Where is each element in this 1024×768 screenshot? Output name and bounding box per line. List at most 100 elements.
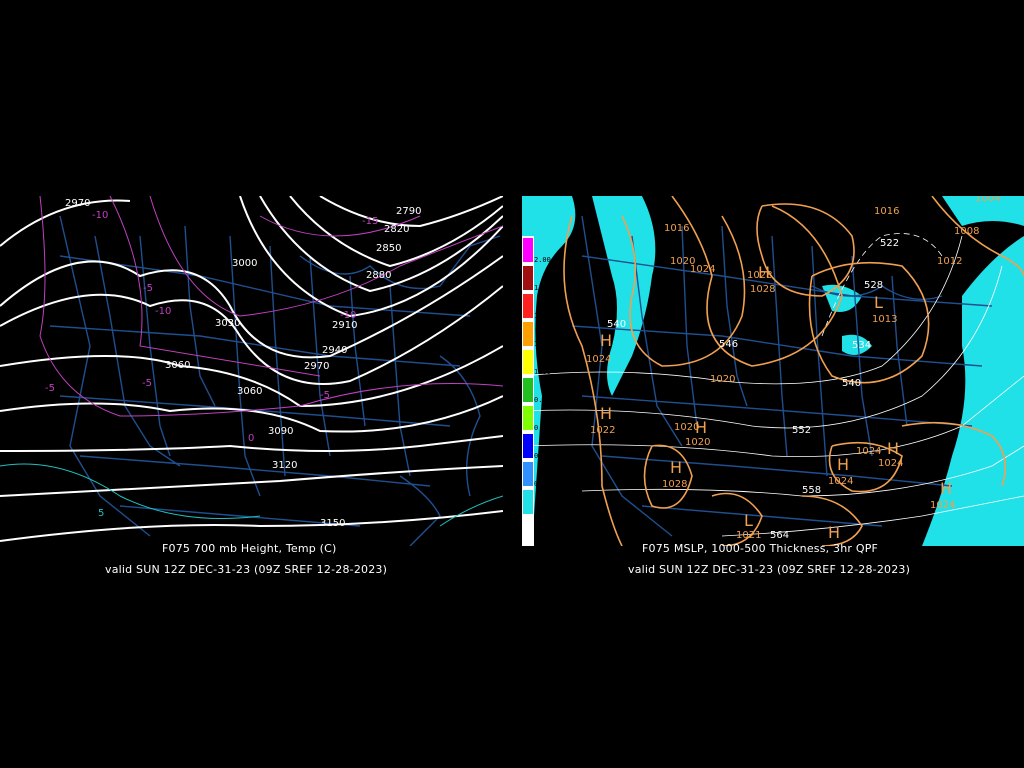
pressure-center-letter: H bbox=[670, 458, 682, 477]
isobar-label: 1012 bbox=[937, 256, 962, 267]
pressure-center-letter: H bbox=[828, 523, 840, 542]
temp-label: -10 bbox=[92, 210, 108, 221]
isobar-label: 1024 bbox=[690, 264, 715, 275]
pressure-center-value: 1020 bbox=[710, 374, 735, 385]
isobar-label: 1016 bbox=[664, 223, 689, 234]
mslp-svg: 1016 1020 1024 1028 1004 1008 1012 1016 … bbox=[522, 196, 1024, 546]
height-label: 2850 bbox=[376, 243, 401, 254]
qpf-legend-swatch bbox=[523, 406, 533, 430]
left-caption-valid: valid SUN 12Z DEC-31-23 (09Z SREF 12-28-… bbox=[105, 563, 388, 576]
qpf-legend-swatch bbox=[523, 266, 533, 290]
isobar-label-group: 1016 1020 1024 1028 1004 1008 1012 1016 … bbox=[664, 196, 1000, 457]
temp-label: -10 bbox=[340, 310, 356, 321]
pressure-center-value: 1024 bbox=[930, 500, 955, 511]
height-label: 3060 bbox=[165, 360, 190, 371]
isobar-label: 1004 bbox=[975, 196, 1000, 204]
qpf-legend-label: 1.00 bbox=[534, 368, 551, 376]
temp-label: -5 bbox=[45, 383, 55, 394]
temp-label: -5 bbox=[143, 283, 153, 294]
qpf-legend-swatch bbox=[523, 350, 533, 374]
qpf-legend-swatch bbox=[523, 378, 533, 402]
qpf-legend-swatch bbox=[523, 490, 533, 514]
height-temp-map: 2970 3000 3030 3060 3060 3090 3120 3150 … bbox=[0, 196, 503, 546]
qpf-legend-label: 0.50 bbox=[534, 424, 551, 432]
height-label: 3000 bbox=[232, 258, 257, 269]
temp-label: 5 bbox=[98, 508, 104, 519]
thickness-label: 522 bbox=[880, 238, 899, 249]
thickness-label: 546 bbox=[719, 339, 738, 350]
qpf-legend-swatch bbox=[523, 462, 533, 486]
temp-label: -5 bbox=[320, 390, 330, 401]
height-label: 3060 bbox=[237, 386, 262, 397]
height-label: 3120 bbox=[272, 460, 297, 471]
thickness-label: 552 bbox=[792, 425, 811, 436]
height-label: 2940 bbox=[322, 345, 347, 356]
height-label: 2910 bbox=[332, 320, 357, 331]
pressure-center-value: 1024 bbox=[586, 354, 611, 365]
pressure-center-value: 1028 bbox=[662, 479, 687, 490]
temp-label-group: -15 -10 -5 -5 -5 -10 -5 0 5 -10 bbox=[45, 210, 378, 519]
right-caption-title: F075 MSLP, 1000-500 Thickness, 3hr QPF bbox=[642, 542, 879, 555]
pressure-center-group: H 1024 H 1022 H 1020 H 1028 L 1021 H 102… bbox=[586, 263, 955, 542]
state-borders bbox=[49, 215, 501, 546]
pressure-center-value: 1020 bbox=[685, 437, 710, 448]
temp-label: 0 bbox=[248, 433, 254, 444]
height-label: 2790 bbox=[396, 206, 421, 217]
qpf-legend-swatch bbox=[523, 434, 533, 458]
isobar-label: 1028 bbox=[747, 270, 772, 281]
thickness-label: 534 bbox=[852, 340, 871, 351]
pressure-center-letter: H bbox=[695, 418, 707, 437]
pressure-center-value: 1024 bbox=[828, 476, 853, 487]
thickness-label: 540 bbox=[842, 378, 861, 389]
thickness-label: 540 bbox=[607, 319, 626, 330]
pressure-center-letter: H bbox=[887, 439, 899, 458]
pressure-center-letter: L bbox=[874, 293, 883, 312]
pressure-center-value: 1022 bbox=[590, 425, 615, 436]
isobar-label: 1020 bbox=[674, 422, 699, 433]
thickness-label: 564 bbox=[770, 530, 789, 541]
pressure-center-value: 1013 bbox=[872, 314, 897, 325]
height-label: 2820 bbox=[384, 224, 409, 235]
pressure-center-value: 1024 bbox=[878, 458, 903, 469]
qpf-legend-label: 0.75 bbox=[534, 396, 551, 404]
mslp-thickness-qpf-map: 1016 1020 1024 1028 1004 1008 1012 1016 … bbox=[522, 196, 1024, 546]
qpf-legend-label: 2.00 bbox=[534, 256, 551, 264]
thickness-label: 528 bbox=[864, 280, 883, 291]
isobar-label: 1024 bbox=[856, 446, 881, 457]
height-contours bbox=[0, 196, 503, 542]
height-label: 2880 bbox=[366, 270, 391, 281]
pressure-center-letter: H bbox=[600, 331, 612, 350]
temp-label: -10 bbox=[155, 306, 171, 317]
pressure-center-letter: H bbox=[600, 404, 612, 423]
qpf-legend-swatch bbox=[523, 294, 533, 318]
thickness-contours bbox=[522, 233, 1024, 537]
warm-temperature-contours bbox=[0, 463, 503, 527]
qpf-legend-label: 1.25 bbox=[534, 340, 551, 348]
temp-label: -5 bbox=[142, 378, 152, 389]
pressure-center-letter: H bbox=[837, 455, 849, 474]
left-caption-title: F075 700 mb Height, Temp (C) bbox=[162, 542, 337, 555]
qpf-legend-label: 1.75 bbox=[534, 284, 551, 292]
qpf-legend-label: 1.50 bbox=[534, 312, 551, 320]
temperature-contours bbox=[39, 196, 503, 417]
pressure-center-letter: H bbox=[758, 263, 770, 282]
qpf-shading bbox=[522, 196, 1024, 546]
height-label: 2970 bbox=[304, 361, 329, 372]
qpf-legend: 2.00 1.75 1.50 1.25 1.00 0.75 0.50 0.25 0.10 0.01 bbox=[522, 236, 551, 546]
height-label: 3030 bbox=[215, 318, 240, 329]
thickness-label: 558 bbox=[802, 485, 821, 496]
temp-label: -15 bbox=[362, 216, 378, 227]
height-label: 3090 bbox=[268, 426, 293, 437]
right-caption-valid: valid SUN 12Z DEC-31-23 (09Z SREF 12-28-… bbox=[628, 563, 911, 576]
isobar-label: 1008 bbox=[954, 226, 979, 237]
isobar-label: 1020 bbox=[670, 256, 695, 267]
isobar-label: 1016 bbox=[874, 206, 899, 217]
qpf-legend-label: 0.25 bbox=[534, 452, 551, 460]
qpf-legend-swatch bbox=[523, 322, 533, 346]
isobar-contours bbox=[563, 196, 1024, 546]
thickness-label-group: 540 546 552 558 564 522 528 534 540 bbox=[607, 238, 899, 541]
height-label-group: 2970 3000 3030 3060 3060 3090 3120 3150 … bbox=[65, 198, 421, 529]
pressure-center-letter: L bbox=[744, 511, 753, 530]
height-temp-svg: 2970 3000 3030 3060 3060 3090 3120 3150 … bbox=[0, 196, 503, 546]
pressure-center-value: 1028 bbox=[750, 284, 775, 295]
